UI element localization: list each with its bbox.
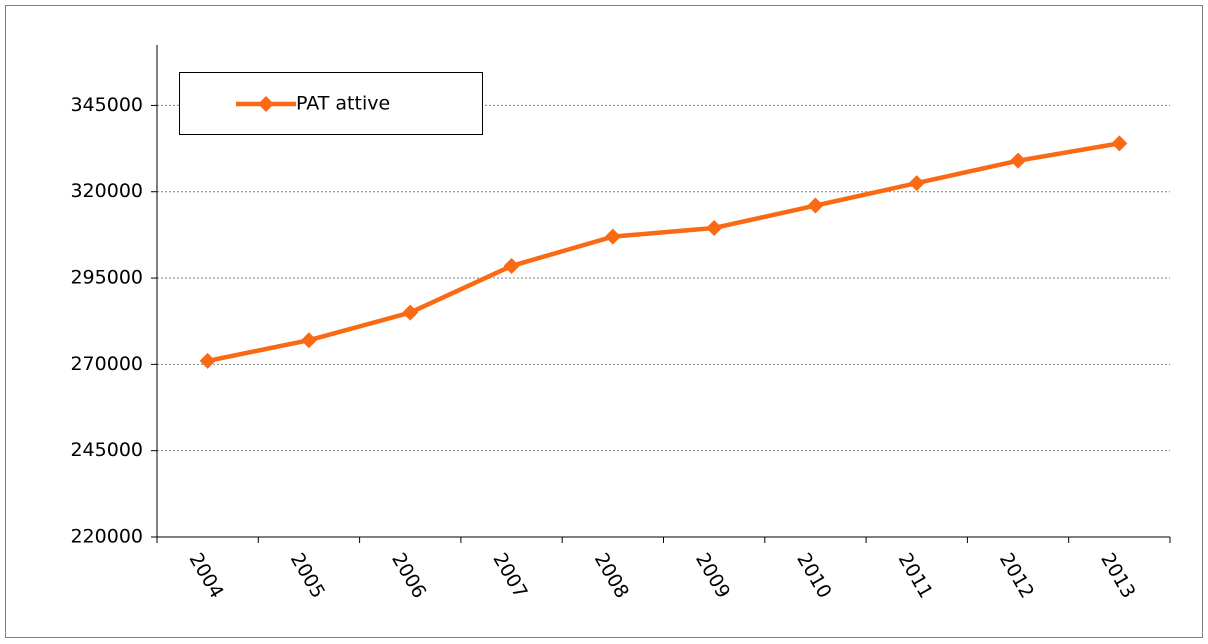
marker	[300, 332, 317, 349]
legend-box	[179, 72, 483, 135]
y-tick-label: 220000	[70, 526, 143, 548]
marker	[604, 228, 621, 245]
marker	[706, 219, 723, 236]
marker	[199, 352, 216, 369]
y-tick-label: 320000	[70, 180, 143, 202]
marker	[503, 257, 520, 274]
y-tick-label: 245000	[70, 439, 143, 461]
marker	[1111, 135, 1128, 152]
legend-marker	[258, 96, 274, 112]
marker	[402, 304, 419, 321]
marker	[908, 175, 925, 192]
marker	[807, 197, 824, 214]
line	[207, 141, 1120, 364]
y-tick-label: 345000	[70, 94, 143, 116]
legend-label: PAT attive	[296, 93, 390, 115]
y-tick-label: 295000	[70, 267, 143, 289]
y-tick-label: 270000	[70, 353, 143, 375]
marker	[1010, 152, 1027, 169]
